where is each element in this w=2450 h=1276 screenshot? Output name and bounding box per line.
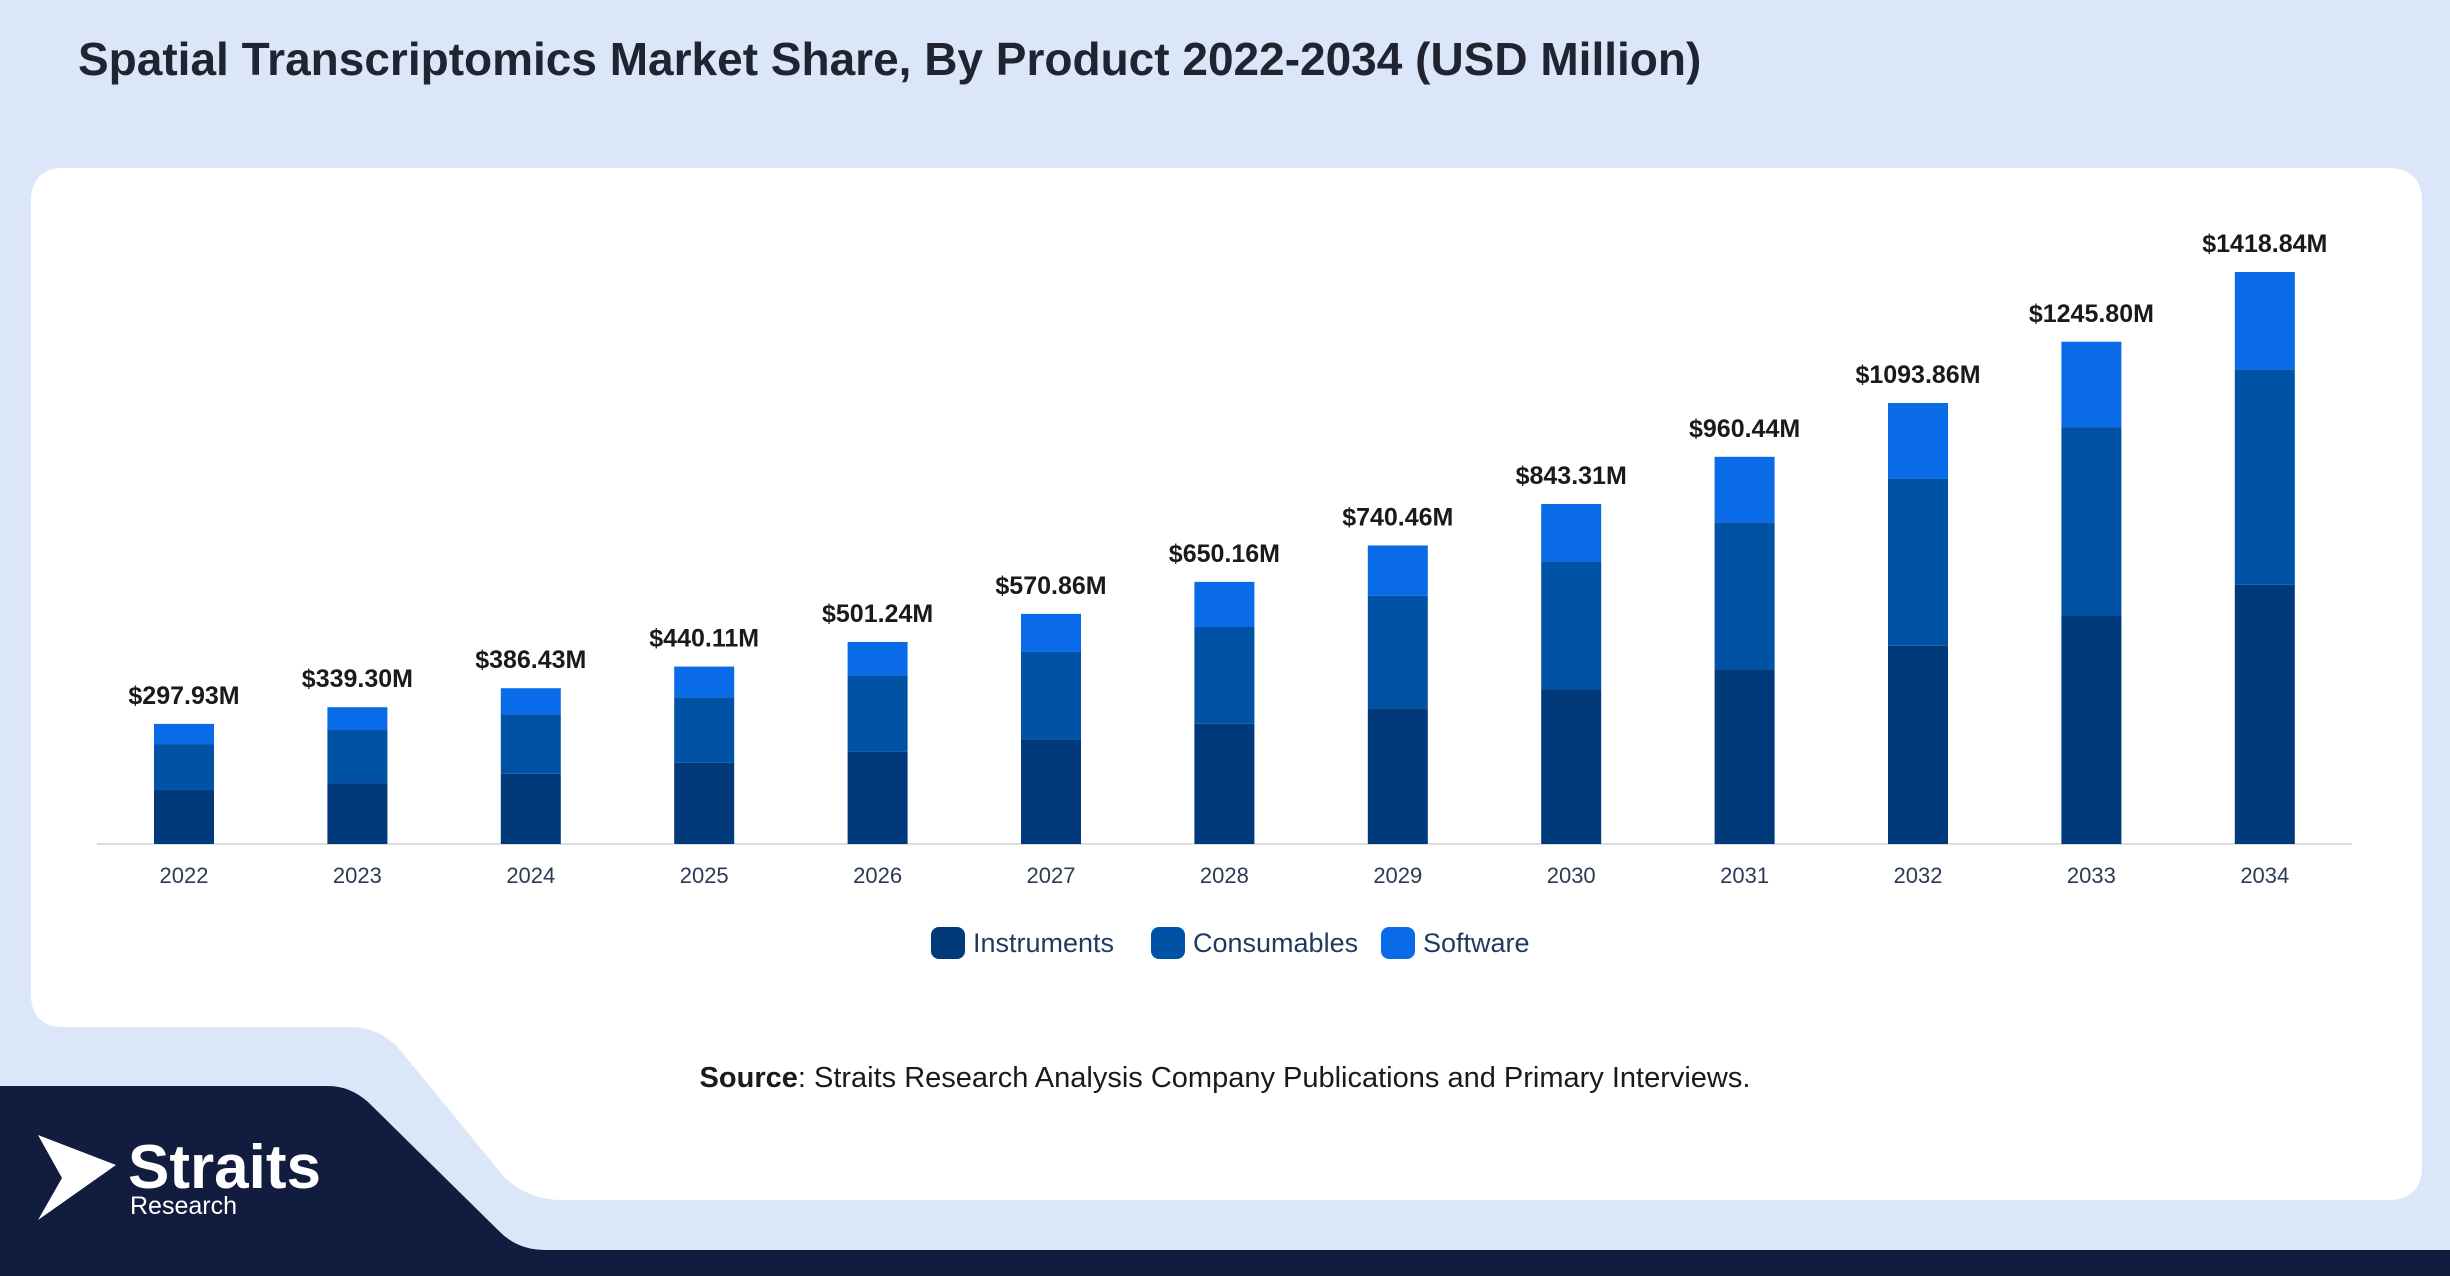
x-tick-label: 2032 <box>1894 863 1943 888</box>
bar-segment <box>154 789 214 844</box>
bar-segment <box>674 666 735 698</box>
bar-segment <box>500 714 561 774</box>
bar-segment <box>674 762 735 844</box>
logo-sub: Research <box>130 1192 237 1220</box>
total-label: $740.46M <box>1342 503 1453 531</box>
total-label: $501.24M <box>822 600 933 628</box>
bar-segment <box>327 707 388 731</box>
x-tick-label: 2026 <box>853 863 902 888</box>
bar-segment <box>1714 669 1775 844</box>
bar-segment <box>1367 595 1428 709</box>
source-note: Source: Straits Research Analysis Compan… <box>700 1062 1751 1094</box>
x-tick-label: 2025 <box>680 863 729 888</box>
bar-segment <box>1021 613 1081 652</box>
x-tick-label: 2024 <box>506 863 555 888</box>
x-tick-label: 2023 <box>333 863 382 888</box>
bar-segment <box>2234 584 2295 844</box>
total-label: $440.11M <box>649 625 759 653</box>
total-label: $650.16M <box>1169 540 1280 568</box>
bar-segment <box>1194 626 1255 724</box>
x-tick-label: 2031 <box>1720 863 1769 888</box>
bar-segment <box>1714 522 1775 670</box>
total-label: $960.44M <box>1689 415 1800 443</box>
bar-segment <box>2061 427 2122 617</box>
x-tick-label: 2034 <box>2240 863 2289 888</box>
bar-segment <box>1888 478 1948 646</box>
legend-swatch <box>931 927 965 959</box>
total-label: $843.31M <box>1516 462 1627 490</box>
bar-segment <box>1021 651 1081 740</box>
x-tick-label: 2028 <box>1200 863 1249 888</box>
footer-band <box>0 1086 2450 1276</box>
bar-segment <box>2061 341 2122 428</box>
bar-segment <box>674 697 735 763</box>
bar-segment <box>847 675 908 752</box>
source-text: : Straits Research Analysis Company Publ… <box>798 1062 1751 1094</box>
x-tick-label: 2033 <box>2067 863 2116 888</box>
total-label: $1418.84M <box>2202 230 2327 258</box>
bar-segment <box>1888 402 1948 479</box>
x-tick-label: 2022 <box>160 863 209 888</box>
legend-label: Consumables <box>1193 928 1358 958</box>
legend-label: Instruments <box>973 928 1114 958</box>
bar-segment <box>500 688 561 715</box>
total-label: $339.30M <box>302 665 413 693</box>
total-label: $386.43M <box>475 646 586 674</box>
bar-segment <box>847 641 908 676</box>
bar-segment <box>1541 561 1602 690</box>
source-label: Source <box>700 1062 798 1094</box>
bar-segment <box>1714 456 1775 523</box>
total-label: $297.93M <box>128 682 239 710</box>
bar-segment <box>1194 723 1255 844</box>
bar-segment <box>500 773 561 844</box>
legend-swatch <box>1151 927 1185 959</box>
bar-segment <box>2234 272 2295 370</box>
bar-segment <box>154 744 214 790</box>
bar-segment <box>1194 581 1255 627</box>
total-label: $570.86M <box>995 572 1106 600</box>
bar-segment <box>1367 708 1428 844</box>
x-tick-label: 2027 <box>1027 863 1076 888</box>
bar-segment <box>327 730 388 784</box>
legend-label: Software <box>1423 928 1530 958</box>
bar-segment <box>2234 369 2295 585</box>
logo-icon <box>38 1135 116 1220</box>
bar-segment <box>154 723 214 745</box>
bar-segment <box>847 751 908 844</box>
bar-segment <box>327 783 388 844</box>
total-label: $1093.86M <box>1855 361 1980 389</box>
x-tick-label: 2030 <box>1547 863 1596 888</box>
x-tick-label: 2029 <box>1373 863 1422 888</box>
bar-segment <box>1541 504 1602 562</box>
logo-name: Straits <box>128 1133 321 1202</box>
bar-segment <box>1367 545 1428 596</box>
bar-segment <box>1541 689 1602 844</box>
bar-segment <box>1021 739 1081 844</box>
chart-title: Spatial Transcriptomics Market Share, By… <box>78 33 1701 85</box>
bar-segment <box>2061 616 2122 844</box>
bar-segment <box>1888 645 1948 844</box>
legend-swatch <box>1381 927 1415 959</box>
total-label: $1245.80M <box>2029 300 2154 328</box>
